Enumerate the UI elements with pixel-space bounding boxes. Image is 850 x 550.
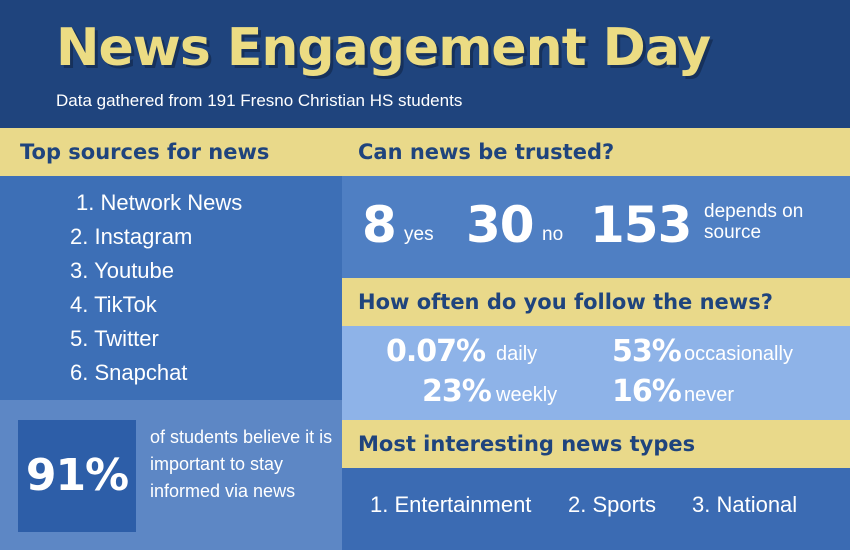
list-item: 1. Network News — [76, 190, 243, 215]
follow-never-label: never — [684, 384, 735, 406]
types-heading-bar: Most interesting news types — [342, 420, 850, 468]
follow-weekly-label: weekly — [496, 384, 558, 406]
list-item: 3. Youtube — [70, 258, 175, 283]
trust-heading-bar: Can news be trusted? — [342, 128, 850, 176]
header-band — [0, 0, 850, 128]
list-item: 3. National — [692, 492, 798, 517]
trust-no-value: 30 — [466, 196, 535, 254]
list-item: 2. Instagram — [70, 224, 193, 249]
list-item: 1. Entertainment — [370, 492, 532, 517]
trust-panel — [342, 176, 850, 278]
top-sources-heading: Top sources for news — [20, 140, 270, 164]
follow-daily-value: 0.07% — [386, 334, 486, 369]
types-panel — [342, 468, 850, 550]
types-heading: Most interesting news types — [358, 432, 696, 456]
trust-heading: Can news be trusted? — [358, 140, 615, 164]
follow-occasionally-value: 53% — [612, 334, 682, 369]
trust-depends-label-line2: source — [704, 222, 762, 243]
page-subtitle: Data gathered from 191 Fresno Christian … — [56, 91, 463, 110]
trust-stats: 8 yes 30 no 153 depends on source — [342, 176, 850, 278]
importance-text: of students believe it is important to s… — [150, 427, 333, 501]
importance-value-box — [18, 420, 136, 532]
top-sources-heading-bar: Top sources for news — [0, 128, 342, 176]
trust-yes-value: 8 — [362, 196, 397, 254]
trust-depends-label-line1: depends on — [704, 201, 804, 222]
follow-occasionally-label: occasionally — [684, 343, 793, 365]
trust-yes-label: yes — [404, 224, 434, 245]
follow-daily-label: daily — [496, 343, 538, 365]
list-item: 6. Snapchat — [70, 360, 188, 385]
list-item: 4. TikTok — [70, 292, 157, 317]
follow-heading-bar: How often do you follow the news? — [342, 278, 850, 326]
follow-heading: How often do you follow the news? — [358, 290, 773, 314]
trust-no-label: no — [542, 224, 564, 245]
top-sources-list: 1. Network News 2. Instagram 3. Youtube … — [70, 186, 242, 390]
list-item: 5. Twitter — [70, 326, 159, 351]
follow-never-value: 16% — [612, 374, 682, 409]
list-item: 2. Sports — [568, 492, 657, 517]
follow-panel — [342, 326, 850, 420]
top-sources-panel — [0, 176, 342, 400]
page-title: News Engagement Day — [56, 18, 711, 78]
trust-depends-value: 153 — [590, 196, 692, 254]
importance-value: 91% — [25, 450, 129, 501]
follow-weekly-value: 23% — [422, 374, 492, 409]
